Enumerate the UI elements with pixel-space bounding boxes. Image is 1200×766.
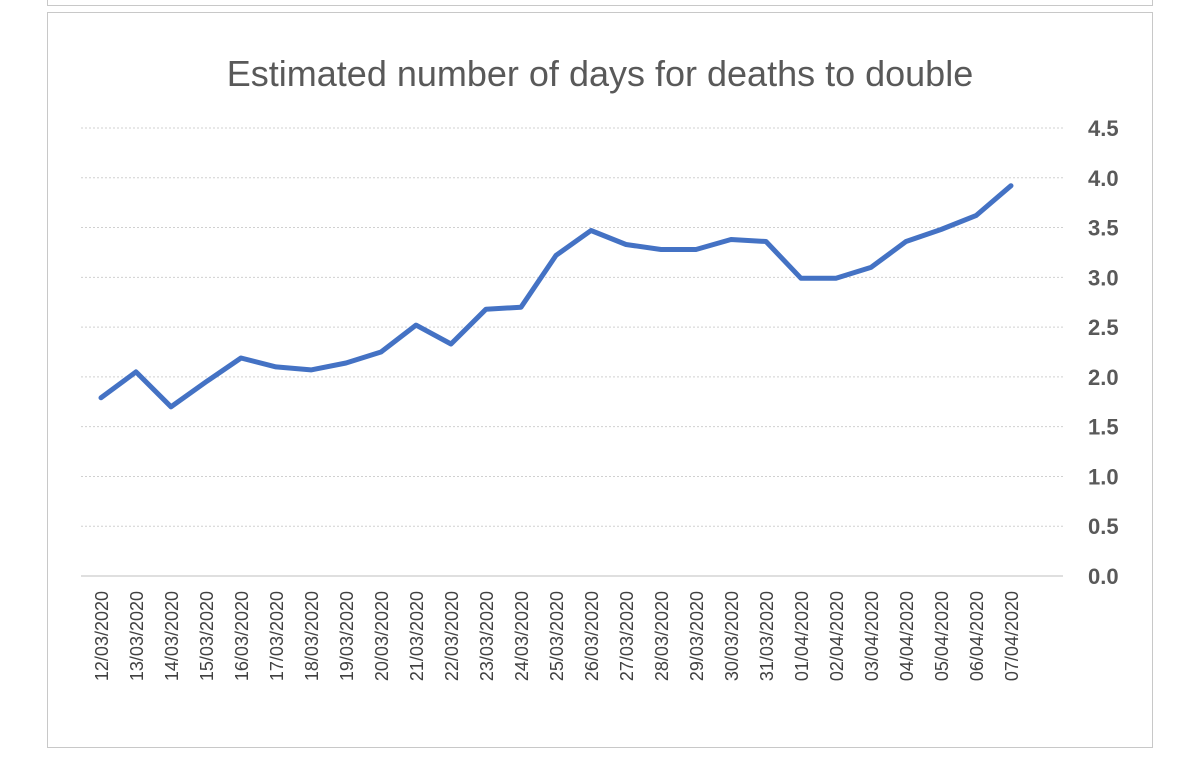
x-tick-label: 30/03/2020 — [722, 591, 742, 681]
y-tick-label: 0.5 — [1088, 514, 1119, 539]
y-tick-label: 4.5 — [1088, 116, 1119, 141]
x-tick-label: 26/03/2020 — [582, 591, 602, 681]
x-tick-label: 13/03/2020 — [127, 591, 147, 681]
x-tick-label: 03/04/2020 — [862, 591, 882, 681]
x-tick-label: 19/03/2020 — [337, 591, 357, 681]
x-tick-label: 27/03/2020 — [617, 591, 637, 681]
x-tick-label: 04/04/2020 — [897, 591, 917, 681]
x-tick-label: 02/04/2020 — [827, 591, 847, 681]
x-tick-label: 21/03/2020 — [407, 591, 427, 681]
series-line — [98, 183, 1014, 410]
x-tick-label: 06/04/2020 — [967, 591, 987, 681]
x-tick-label: 15/03/2020 — [197, 591, 217, 681]
x-tick-label: 12/03/2020 — [92, 591, 112, 681]
y-tick-label: 4.0 — [1088, 166, 1119, 191]
x-tick-label: 01/04/2020 — [792, 591, 812, 681]
x-tick-label: 14/03/2020 — [162, 591, 182, 681]
x-tick-label: 24/03/2020 — [512, 591, 532, 681]
chart-title: Estimated number of days for deaths to d… — [226, 53, 974, 94]
x-tick-label: 07/04/2020 — [1002, 591, 1022, 681]
y-tick-label: 0.0 — [1088, 564, 1119, 589]
chart-container: Estimated number of days for deaths to d… — [47, 12, 1153, 748]
y-tick-label: 3.5 — [1088, 216, 1119, 241]
y-tick-label: 3.0 — [1088, 265, 1119, 290]
x-tick-label: 28/03/2020 — [652, 591, 672, 681]
y-tick-label: 1.5 — [1088, 415, 1119, 440]
x-tick-label: 05/04/2020 — [932, 591, 952, 681]
x-tick-label: 31/03/2020 — [757, 591, 777, 681]
x-tick-label: 29/03/2020 — [687, 591, 707, 681]
y-tick-label: 2.0 — [1088, 365, 1119, 390]
chart-plot: 0.0 0.5 1.0 1.5 2.0 2.5 3.0 3.5 4.0 4.5 12/03/2020… — [81, 116, 1119, 681]
x-tick-label: 17/03/2020 — [267, 591, 287, 681]
y-tick-label: 1.0 — [1088, 464, 1119, 489]
y-tick-label: 2.5 — [1088, 315, 1119, 340]
x-tick-label: 23/03/2020 — [477, 591, 497, 681]
x-tick-label: 22/03/2020 — [442, 591, 462, 681]
x-tick-label: 20/03/2020 — [372, 591, 392, 681]
x-tick-label: 18/03/2020 — [302, 591, 322, 681]
x-tick-label: 25/03/2020 — [547, 591, 567, 681]
previous-chart-frame-edge — [47, 0, 1153, 6]
x-tick-label: 16/03/2020 — [232, 591, 252, 681]
